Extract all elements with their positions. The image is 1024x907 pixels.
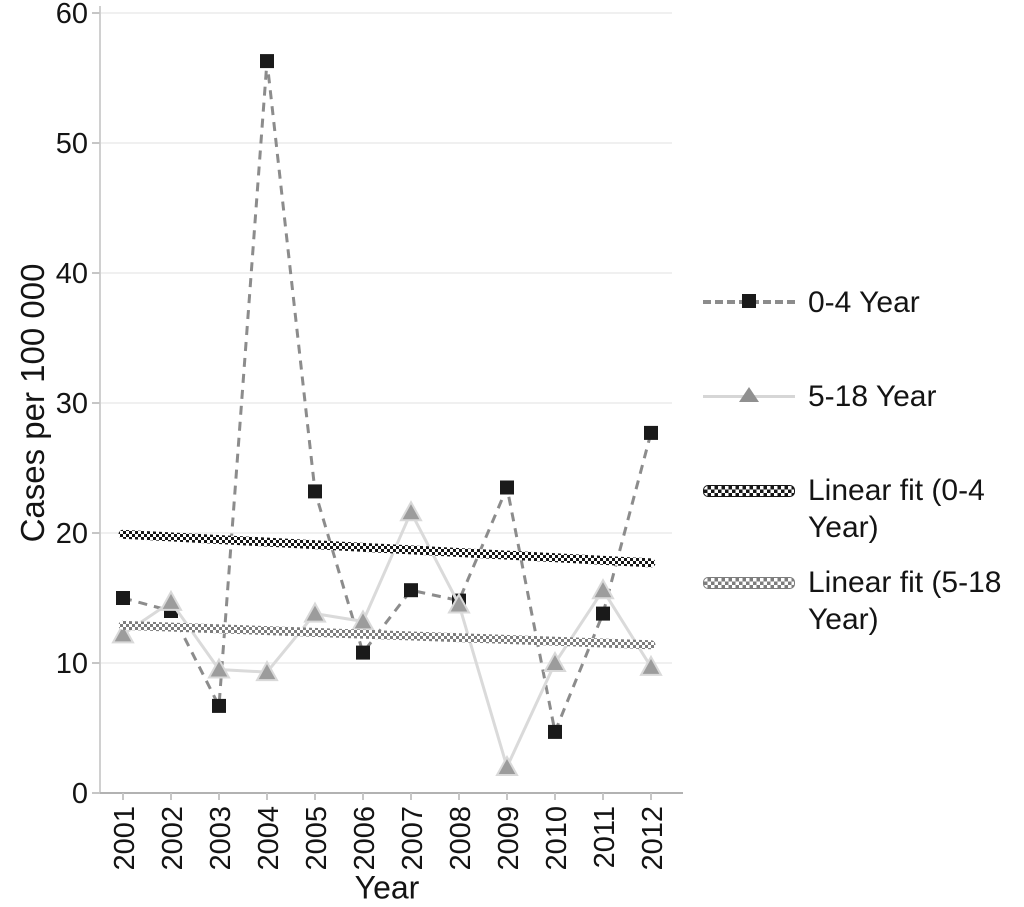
square-marker [308, 484, 322, 499]
triangle-marker [543, 650, 567, 672]
x-tick-label: 2007 [397, 806, 429, 871]
y-tick-label: 50 [56, 128, 88, 160]
square-marker [212, 698, 226, 713]
x-tick-label: 2011 [589, 806, 621, 868]
x-axis-title: Year [354, 869, 420, 906]
x-tick-label: 2008 [445, 806, 477, 871]
dashed-line-square-marker-icon [703, 284, 795, 321]
x-tick-label: 2012 [637, 806, 669, 871]
x-tick-label: 2009 [493, 806, 525, 871]
triangle-marker [591, 578, 615, 600]
x-tick-label: 2003 [205, 806, 237, 871]
triangle-marker [207, 657, 231, 679]
legend-label: 5-18 Year [808, 380, 937, 413]
solid-line-triangle-marker-icon [703, 378, 795, 415]
legend-label: 0-4 Year [808, 286, 920, 319]
y-tick-label: 30 [56, 388, 88, 420]
legend-label: Linear fit (0-4 Year) [808, 474, 985, 544]
triangle-marker [447, 592, 471, 614]
gridlines [100, 12, 672, 664]
square-marker [404, 583, 418, 598]
triangle-marker [351, 609, 375, 631]
x-tick-labels: 2001 2002 2003 2004 2005 2006 2007 2008 2009 2010… [109, 793, 669, 871]
square-marker [500, 480, 514, 495]
triangle-marker [111, 622, 135, 644]
legend-entry-fit-0-4: Linear fit (0-4 Year) [703, 472, 1020, 546]
series-line [122, 508, 653, 772]
triangle-marker [159, 589, 183, 611]
checkered-line-gray-icon [703, 564, 795, 601]
x-tick-label: 2004 [253, 806, 285, 871]
series-5-18-year [111, 500, 663, 776]
y-tick-label: 0 [72, 778, 88, 810]
legend-label: Linear fit (5-18 Year) [808, 566, 1002, 636]
trendline-linear-fit-0-4-year [118, 529, 656, 568]
x-tick-label: 2006 [349, 806, 381, 871]
square-marker [596, 606, 610, 621]
y-tick-label: 10 [56, 648, 88, 680]
y-tick-labels: 0 10 20 30 40 50 60 [56, 0, 100, 810]
y-axis-title: Cases per 100 000 [14, 263, 51, 543]
legend-entry-5-18: 5-18 Year [703, 378, 1020, 415]
square-marker [548, 724, 562, 739]
triangle-marker-icon [739, 387, 759, 402]
x-tick-label: 2002 [157, 806, 189, 871]
series-line [122, 60, 653, 738]
legend-entry-fit-5-18: Linear fit (5-18 Year) [703, 564, 1020, 638]
checkered-line-black-icon [703, 472, 795, 509]
square-marker [356, 645, 370, 660]
triangle-marker [303, 601, 327, 623]
square-marker [116, 591, 130, 605]
y-tick-label: 40 [56, 258, 88, 290]
triangle-marker [495, 754, 519, 776]
legend-entry-0-4: 0-4 Year [703, 284, 1020, 321]
square-marker [644, 425, 658, 440]
square-marker [260, 54, 274, 69]
triangle-marker [639, 654, 663, 676]
triangle-marker [255, 660, 279, 682]
trendline-linear-fit-5-18-year [118, 620, 656, 650]
y-tick-label: 60 [56, 0, 88, 30]
x-tick-label: 2001 [109, 806, 141, 871]
x-tick-label: 2010 [541, 806, 573, 871]
y-tick-label: 20 [56, 518, 88, 550]
square-marker-icon [742, 294, 756, 308]
triangle-marker [399, 500, 423, 522]
x-tick-label: 2005 [301, 806, 333, 871]
